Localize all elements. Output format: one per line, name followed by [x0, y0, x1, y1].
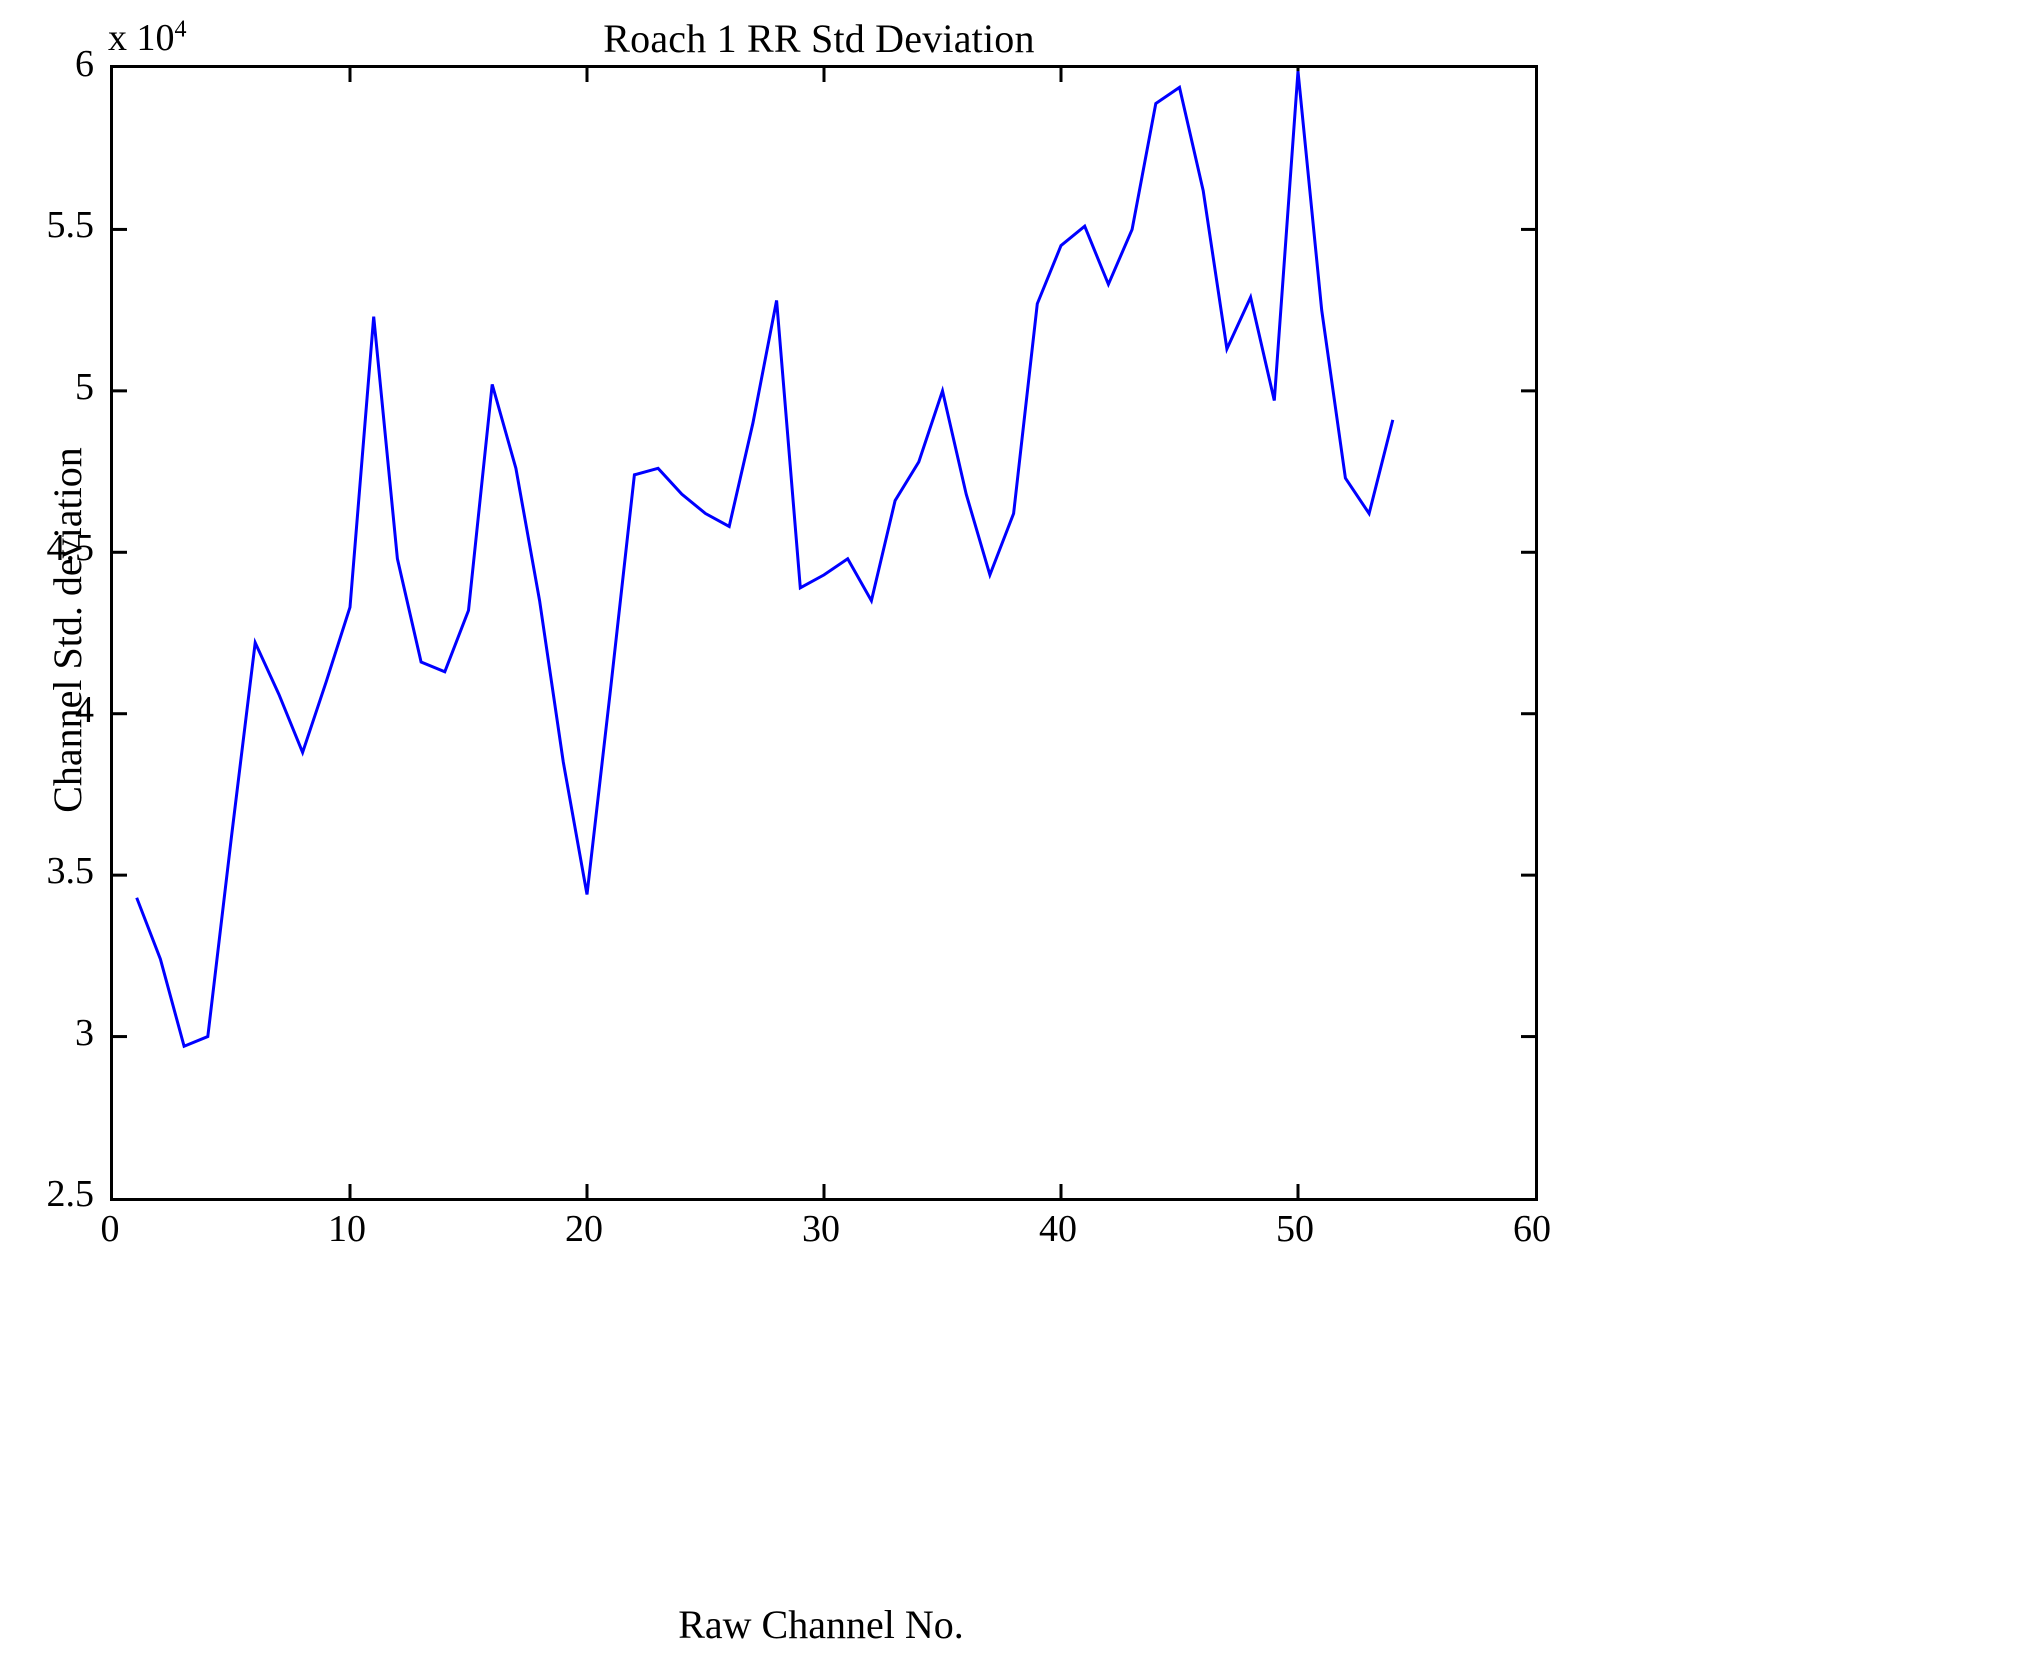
x-tick-label: 40	[1039, 1208, 1077, 1250]
data-series-line	[135, 71, 1395, 1049]
y-axis-exponent-label: x 104	[108, 16, 187, 59]
x-tick-label: 60	[1513, 1208, 1551, 1250]
x-tick-label: 10	[328, 1208, 366, 1250]
x-tick-label: 50	[1276, 1208, 1314, 1250]
y-tick-label: 3.5	[46, 850, 95, 893]
axis-tick-marks	[113, 68, 1535, 1198]
y-tick-label: 4.5	[46, 527, 95, 570]
y-tick-label: 4	[75, 688, 94, 731]
chart-title: Roach 1 RR Std Deviation	[603, 16, 1035, 61]
y-axis-exponent-prefix: x 10	[108, 17, 175, 59]
plot-svg	[113, 68, 1535, 1198]
y-tick-label: 5.5	[46, 204, 95, 247]
y-tick-label: 6	[75, 43, 94, 85]
y-tick-label: 2.5	[46, 1173, 95, 1215]
plot-area	[110, 65, 1538, 1201]
x-axis-label: Raw Channel No.	[678, 1602, 964, 1647]
x-tick-label: 0	[100, 1208, 120, 1250]
y-tick-label: 3	[75, 1011, 94, 1054]
y-tick-label: 5	[75, 365, 94, 408]
y-axis-exponent-power: 4	[174, 16, 187, 43]
x-tick-label: 20	[565, 1208, 603, 1250]
x-tick-label: 30	[802, 1208, 840, 1250]
